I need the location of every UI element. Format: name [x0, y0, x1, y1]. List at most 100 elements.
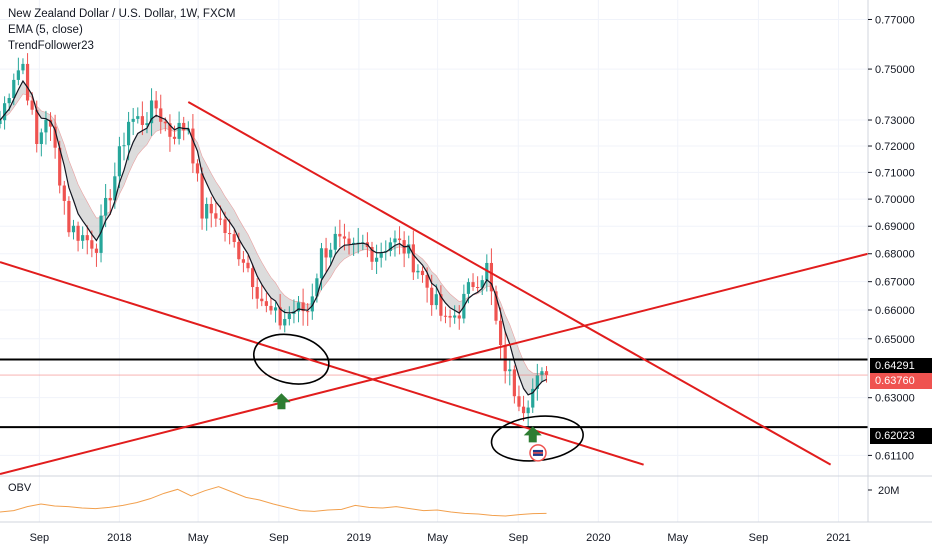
candle-body: [177, 122, 181, 139]
candle-body: [232, 234, 236, 242]
candle-body: [540, 371, 544, 376]
candle-body: [329, 249, 333, 258]
price-tick-label: 0.73000: [875, 115, 915, 127]
candle-body: [517, 396, 521, 407]
chart-legend: New Zealand Dollar / U.S. Dollar, 1W, FX…: [8, 6, 236, 54]
author-label: TrendFollower23: [8, 40, 94, 52]
candle-body: [544, 371, 549, 376]
trendline: [0, 261, 644, 466]
candle-body: [136, 116, 140, 119]
candle-body: [140, 116, 144, 125]
candle-body: [200, 173, 204, 219]
time-tick-label: 2021: [826, 532, 850, 544]
candle-body: [30, 100, 34, 110]
candle-body: [480, 280, 484, 288]
candle-body: [67, 200, 71, 233]
candle-body: [397, 238, 402, 241]
candle-body: [214, 213, 218, 219]
candle-body: [531, 388, 535, 408]
time-tick-label: 2020: [586, 532, 610, 544]
time-tick-label: May: [427, 532, 448, 544]
price-tick-label: 0.63000: [875, 393, 915, 405]
price-tick-label: 0.68000: [875, 249, 915, 261]
candle-body: [108, 197, 112, 201]
time-tick-label: Sep: [30, 532, 50, 544]
candle-body: [430, 287, 434, 306]
candle-body: [333, 233, 337, 250]
candle-body: [425, 275, 429, 288]
candle-body: [7, 98, 11, 104]
candle-body: [347, 238, 351, 245]
candle-body: [260, 298, 264, 302]
candle-body: [35, 109, 39, 144]
candle-body: [315, 278, 319, 297]
candle-body: [81, 235, 85, 241]
circle-annotation: [252, 333, 330, 385]
candle-body: [48, 119, 53, 127]
candles: [0, 53, 549, 428]
obv-tick-label: 20M: [878, 485, 899, 497]
candle-body: [273, 307, 278, 311]
candle-body: [407, 244, 411, 254]
candle-body: [494, 291, 498, 321]
price-tag-upper: 0.64291: [870, 358, 932, 374]
candle-body: [21, 63, 25, 71]
candle-body: [342, 236, 347, 239]
price-tag-lower: 0.62023: [870, 428, 932, 444]
obv-label: OBV: [8, 482, 32, 494]
candle-body: [512, 369, 516, 397]
candle-body: [443, 315, 448, 317]
indicator-label: EMA (5, close): [8, 24, 83, 36]
candle-body: [476, 287, 480, 289]
candle-body: [191, 128, 195, 164]
candle-body: [310, 296, 314, 312]
candle-body: [319, 248, 324, 279]
candle-body: [416, 270, 420, 273]
time-tick-label: 2019: [347, 532, 371, 544]
candle-body: [448, 315, 452, 318]
candle-body: [228, 233, 232, 235]
candle-body: [168, 123, 172, 137]
price-tick-label: 0.72000: [875, 141, 915, 153]
candle-body: [521, 406, 526, 414]
candle-body: [264, 301, 268, 306]
candle-body: [374, 257, 379, 262]
candle-body: [457, 315, 461, 319]
candle-body: [154, 100, 158, 109]
candle-body: [16, 70, 20, 80]
candle-body: [283, 319, 287, 326]
price-tag-last: 0.63760: [870, 373, 932, 389]
candle-body: [241, 259, 246, 263]
up-arrow-icon: [272, 393, 291, 410]
candle-body: [85, 235, 89, 241]
candle-body: [306, 311, 310, 313]
obv-pane: [0, 475, 932, 517]
candle-body: [182, 122, 186, 131]
time-tick-label: Sep: [749, 532, 769, 544]
price-tick-label: 0.61100: [875, 450, 914, 462]
candle-body: [62, 185, 66, 201]
time-tick-label: 2018: [107, 532, 131, 544]
price-tick-label: 0.71000: [875, 167, 915, 179]
candle-body: [145, 123, 149, 125]
candle-body: [301, 302, 305, 312]
chart-grid: [0, 0, 868, 522]
candle-body: [223, 219, 227, 234]
price-tick-label: 0.66000: [875, 305, 915, 317]
candle-body: [269, 305, 273, 311]
candle-body: [439, 294, 443, 316]
candle-body: [287, 313, 291, 320]
candle-body: [237, 241, 241, 260]
candle-body: [94, 248, 99, 253]
candle-body: [246, 262, 250, 269]
price-tick-label: 0.69000: [875, 221, 915, 233]
candle-body: [25, 63, 30, 101]
trendline: [0, 252, 869, 475]
candle-body: [113, 176, 117, 201]
candle-body: [388, 242, 392, 251]
candle-body: [379, 252, 383, 258]
candle-body: [489, 262, 494, 292]
candle-body: [250, 268, 255, 288]
